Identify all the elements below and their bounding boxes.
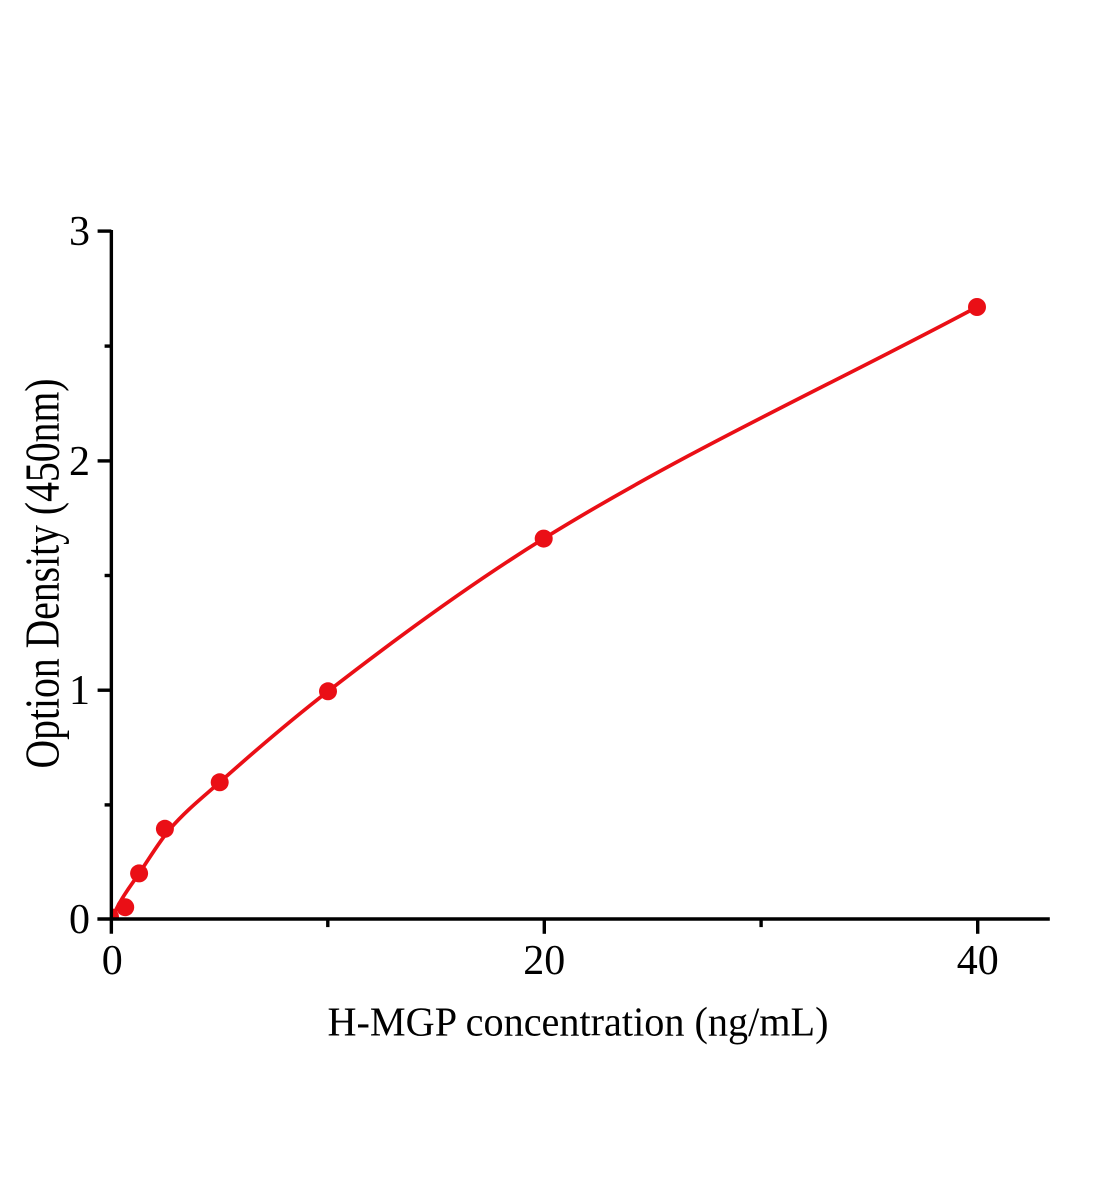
- svg-text:Option Density (450nm): Option Density (450nm): [14, 379, 69, 769]
- svg-text:1: 1: [69, 668, 90, 714]
- svg-text:2: 2: [69, 439, 90, 485]
- svg-text:40: 40: [957, 938, 999, 984]
- svg-text:0: 0: [102, 938, 123, 984]
- svg-text:20: 20: [523, 938, 565, 984]
- svg-text:3: 3: [69, 209, 90, 255]
- svg-text:H-MGP concentration (ng/mL): H-MGP concentration (ng/mL): [328, 999, 829, 1045]
- svg-text:0: 0: [69, 897, 90, 943]
